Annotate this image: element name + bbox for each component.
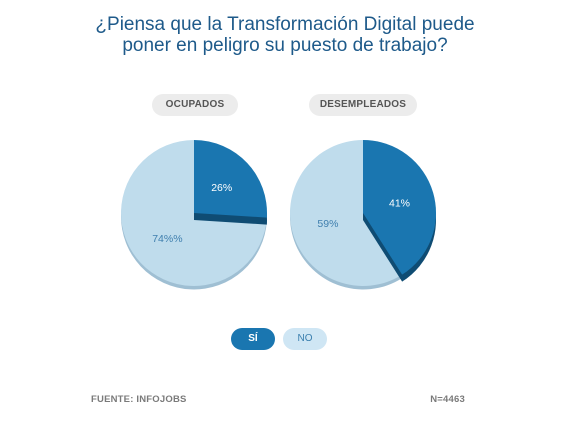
pie-0-si-label: 26% — [211, 182, 232, 194]
pie-0: 26% 74%% — [121, 140, 268, 290]
pie-1-no-slice — [290, 140, 403, 286]
pie-title-desempleados: DESEMPLEADOS — [309, 94, 417, 116]
pie-0-no-slice — [121, 140, 267, 287]
legend-si-button[interactable]: SÍ — [231, 328, 275, 350]
chart-title-line-2: poner en peligro su puesto de trabajo? — [122, 35, 448, 56]
pie-1-si-slice — [363, 140, 437, 275]
pie-1-no-label: 59% — [317, 218, 338, 230]
pie-1-si-label: 41% — [389, 197, 410, 209]
pie-title-ocupados: OCUPADOS — [152, 94, 238, 116]
source-note: FUENTE: INFOJOBS — [91, 394, 187, 405]
pie-0-no-label: 74%% — [152, 233, 182, 245]
pie-0-si-slice — [194, 140, 268, 218]
pie-1: 41% 59% — [290, 140, 437, 290]
chart-title-line-1: ¿Piensa que la Transformación Digital pu… — [95, 14, 475, 35]
legend-no-button[interactable]: NO — [283, 328, 327, 350]
sample-size: N=4463 — [430, 394, 465, 405]
chart-title: ¿Piensa que la Transformación Digital pu… — [0, 14, 570, 56]
